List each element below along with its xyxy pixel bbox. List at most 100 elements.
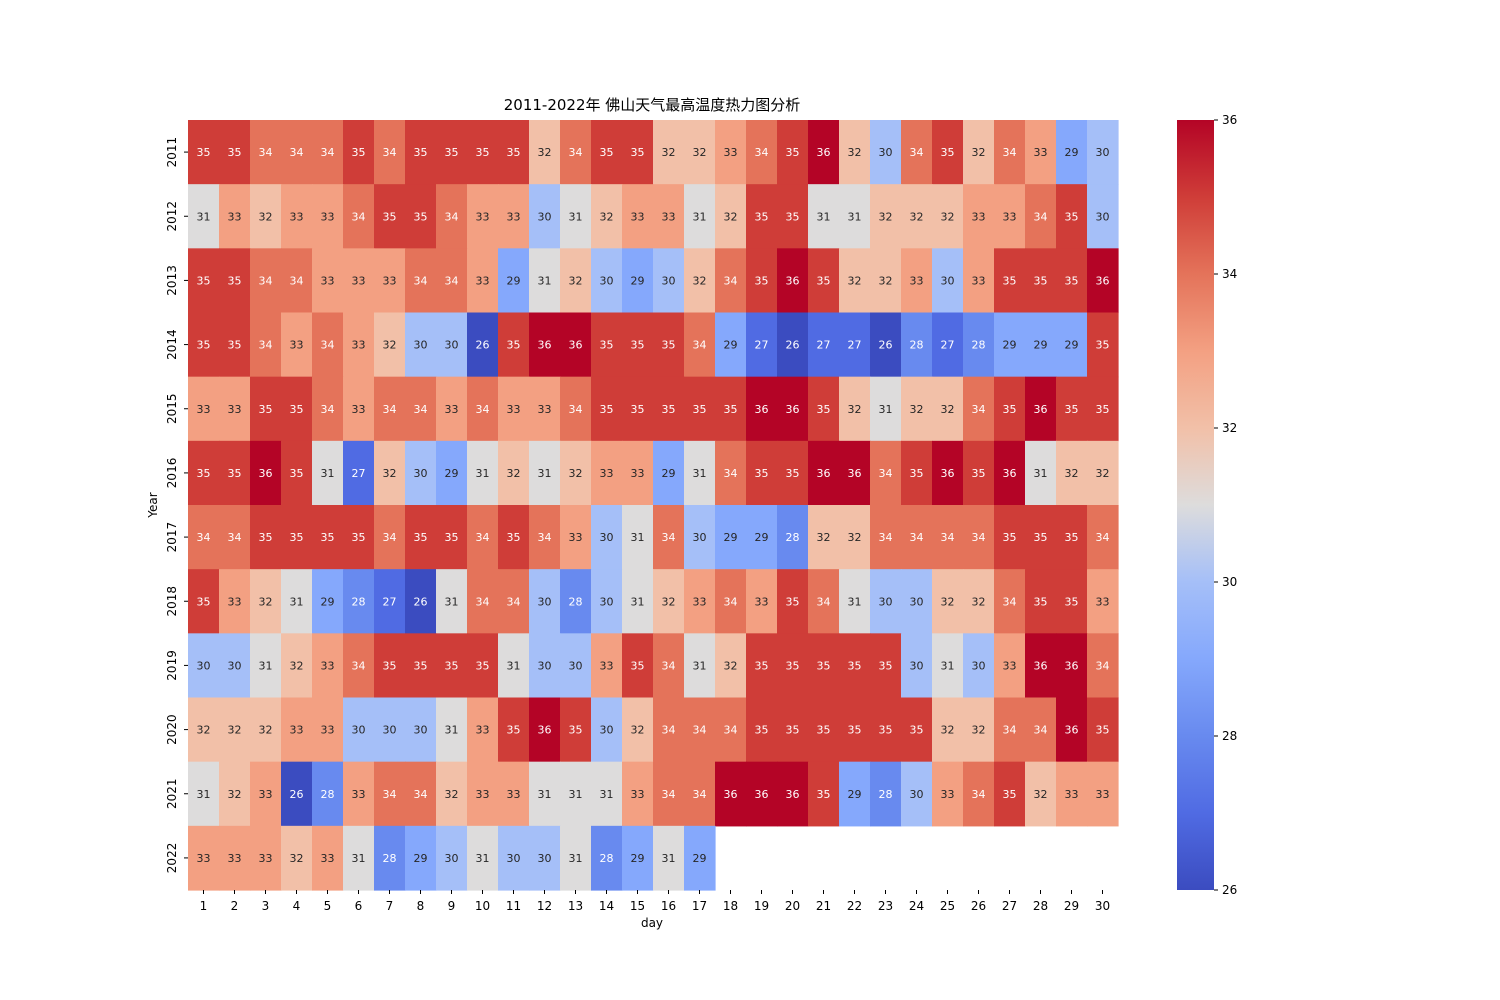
cell-value-label: 33 [1065,788,1079,801]
y-tick-label: 2018 [165,586,179,617]
cell-value-label: 34 [414,788,428,801]
heatmap-cell [1087,248,1119,314]
cell-value-label: 32 [941,403,955,416]
cell-value-label: 33 [600,659,614,672]
cell-value-label: 32 [848,274,862,287]
cell-value-label: 35 [259,403,273,416]
cell-value-label: 33 [476,724,490,737]
heatmap-cell [746,505,778,570]
cell-value-label: 31 [538,467,552,480]
cell-value-label: 33 [321,724,335,737]
cell-value-label: 31 [569,210,583,223]
x-axis-label: day [641,916,663,930]
colorbar-tick-label: 30 [1222,575,1237,589]
heatmap-cell [715,761,747,827]
cell-value-label: 31 [631,531,645,544]
cell-value-label: 32 [383,339,397,352]
heatmap-cell [994,248,1026,314]
heatmap-cell [250,312,282,378]
cell-value-label: 30 [910,788,924,801]
heatmap-cell [1025,184,1057,249]
heatmap-cell [870,248,902,314]
heatmap-cell [808,440,840,506]
cell-value-label: 34 [693,724,707,737]
heatmap-cell [560,184,592,249]
cell-value-label: 34 [476,595,490,608]
heatmap-cell [374,697,406,763]
heatmap-cell [1025,440,1057,506]
cell-value-label: 35 [1096,724,1110,737]
heatmap-cell [467,184,499,249]
cell-value-label: 34 [662,531,676,544]
heatmap-cell [250,184,282,249]
cell-value-label: 29 [414,852,428,865]
x-axis: 1 2 3 4 5 6 7 8 9 10 11 12 13 14 15 16 17 18 19 20 21 22 23 24 2… [200,890,1110,913]
heatmap-cell [1056,569,1088,634]
heatmap-cell [963,376,995,442]
heatmap-cell [746,312,778,378]
colorbar-tick-label: 28 [1222,729,1237,743]
cell-value-label: 27 [848,339,862,352]
heatmap-cell [653,505,685,570]
heatmap-cell [839,761,871,827]
x-tick-label: 20 [785,899,800,913]
heatmap-cell [467,697,499,763]
heatmap-cell [1087,697,1119,763]
cell-value-label: 35 [228,339,242,352]
heatmap-cell [1025,120,1057,185]
heatmap-cell [1025,312,1057,378]
heatmap-cell [250,761,282,827]
cell-value-label: 31 [569,852,583,865]
heatmap-cell [529,569,561,634]
cell-value-label: 32 [724,210,738,223]
cell-value-label: 34 [352,659,366,672]
cell-value-label: 32 [662,146,676,159]
cell-value-label: 31 [445,724,459,737]
cell-value-label: 29 [507,274,521,287]
cell-value-label: 31 [817,210,831,223]
heatmap-cell [467,633,499,699]
cell-value-label: 30 [507,852,521,865]
cell-value-label: 27 [383,595,397,608]
cell-value-label: 35 [817,788,831,801]
x-tick-label: 13 [568,899,583,913]
heatmap-cell [932,569,964,634]
heatmap-cell [436,376,468,442]
heatmap-cell [281,440,313,506]
heatmap-cell [529,120,561,185]
heatmap-cell [653,633,685,699]
cell-value-label: 34 [569,403,583,416]
heatmap-cell [281,697,313,763]
heatmap-cell [560,312,592,378]
heatmap-cell [839,184,871,249]
heatmap-cell [684,825,716,891]
heatmap-cell [405,697,437,763]
heatmap-cell [715,376,747,442]
cell-value-label: 34 [662,788,676,801]
heatmap-cell [529,825,561,891]
heatmap-cell [219,569,251,634]
heatmap-cell [715,120,747,185]
cell-value-label: 34 [693,788,707,801]
heatmap-cell [684,633,716,699]
cell-value-label: 33 [445,403,459,416]
heatmap-cell [777,697,809,763]
heatmap-cell [219,505,251,570]
cell-value-label: 33 [228,403,242,416]
heatmap-cell [746,440,778,506]
cell-value-label: 33 [321,274,335,287]
heatmap-cell [591,505,623,570]
heatmap-cell [312,697,344,763]
cell-value-label: 35 [848,724,862,737]
heatmap-cell [808,697,840,763]
heatmap-cell [932,633,964,699]
cell-value-label: 35 [569,724,583,737]
cell-value-label: 30 [910,659,924,672]
cell-value-label: 34 [383,146,397,159]
x-tick-label: 12 [537,899,552,913]
heatmap-cell [436,120,468,185]
cell-value-label: 35 [600,403,614,416]
cell-value-label: 29 [631,852,645,865]
cell-value-label: 36 [1034,403,1048,416]
